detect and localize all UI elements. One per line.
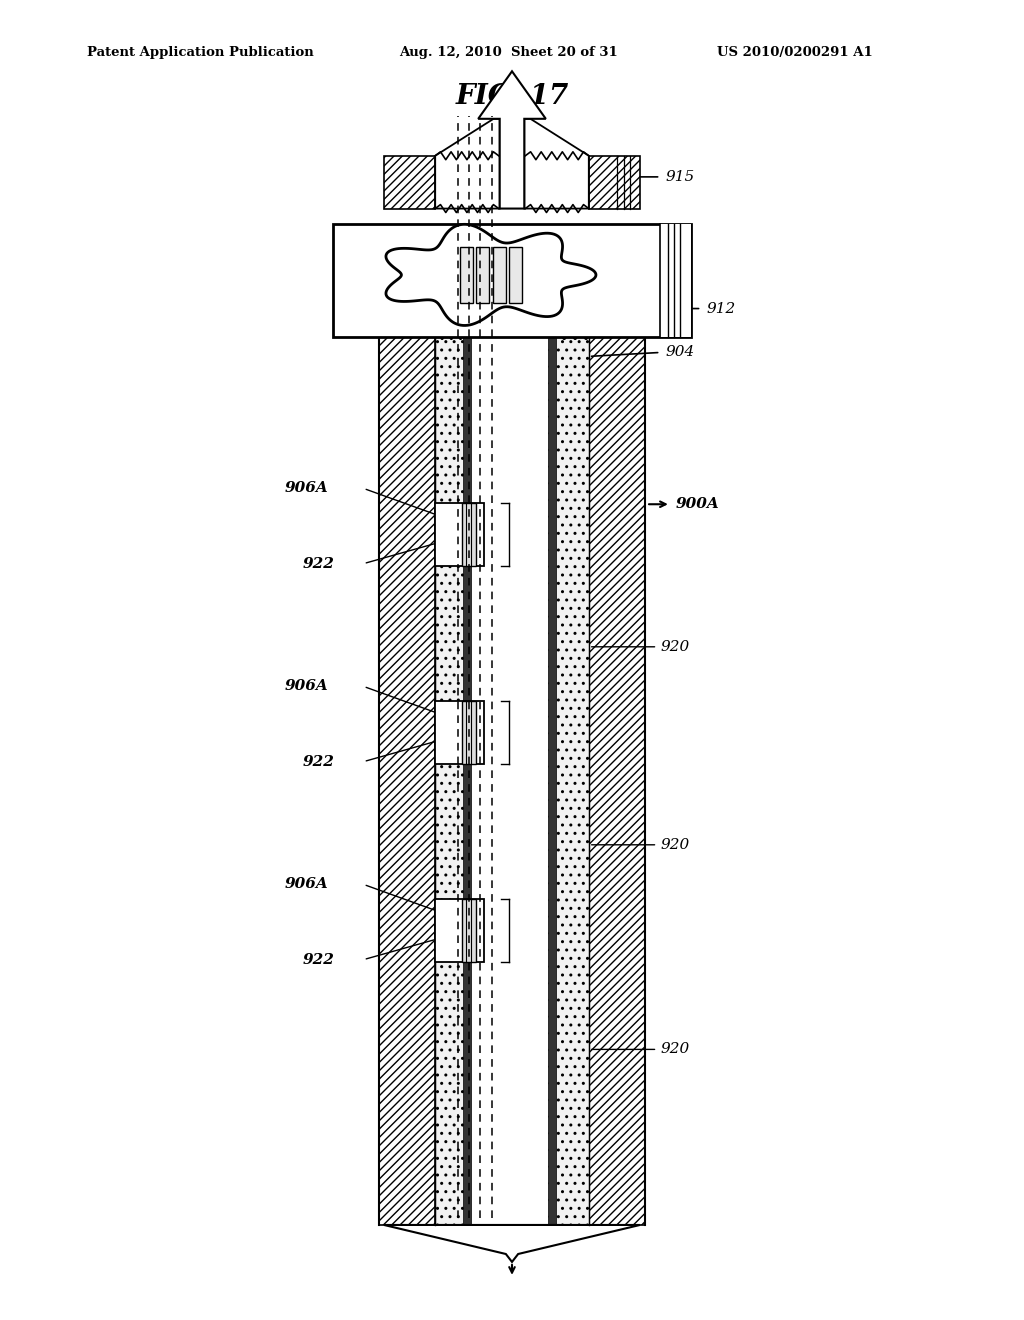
Bar [509, 247, 522, 302]
Text: 906A: 906A [285, 482, 329, 495]
Bar [384, 156, 435, 209]
Bar [435, 503, 502, 566]
Text: 906A: 906A [285, 680, 329, 693]
Bar [435, 503, 484, 566]
Polygon shape [478, 71, 546, 209]
Bar [462, 503, 476, 566]
Bar [493, 247, 506, 302]
Polygon shape [384, 1225, 640, 1262]
Text: 922: 922 [303, 953, 335, 966]
Text: 906A: 906A [285, 878, 329, 891]
Text: 900A: 900A [676, 498, 720, 511]
Polygon shape [524, 119, 589, 209]
Text: 912: 912 [707, 301, 736, 315]
Bar [589, 337, 645, 1225]
Bar [463, 337, 471, 1225]
Polygon shape [386, 224, 596, 326]
Bar [379, 337, 435, 1225]
Text: 915: 915 [666, 170, 695, 183]
Bar [333, 224, 691, 337]
Bar [471, 337, 548, 1225]
Text: FIG. 17: FIG. 17 [456, 83, 568, 110]
Bar [435, 899, 484, 962]
Text: Patent Application Publication: Patent Application Publication [87, 46, 313, 59]
Text: 920: 920 [660, 1043, 690, 1056]
Bar [435, 701, 502, 764]
Bar [476, 247, 489, 302]
Polygon shape [435, 119, 500, 209]
Bar [660, 224, 691, 337]
Bar [589, 156, 640, 209]
Text: 922: 922 [303, 557, 335, 570]
Bar [548, 337, 556, 1225]
Text: 922: 922 [303, 755, 335, 768]
Text: US 2010/0200291 A1: US 2010/0200291 A1 [717, 46, 872, 59]
Bar [462, 701, 476, 764]
Bar [435, 899, 502, 962]
Bar [435, 156, 589, 209]
Text: Aug. 12, 2010  Sheet 20 of 31: Aug. 12, 2010 Sheet 20 of 31 [399, 46, 618, 59]
Bar [435, 701, 484, 764]
Bar [460, 247, 473, 302]
Text: 920: 920 [660, 838, 690, 851]
Bar [462, 899, 476, 962]
Text: 920: 920 [660, 640, 690, 653]
Bar [435, 337, 589, 1225]
Text: 904: 904 [666, 346, 695, 359]
